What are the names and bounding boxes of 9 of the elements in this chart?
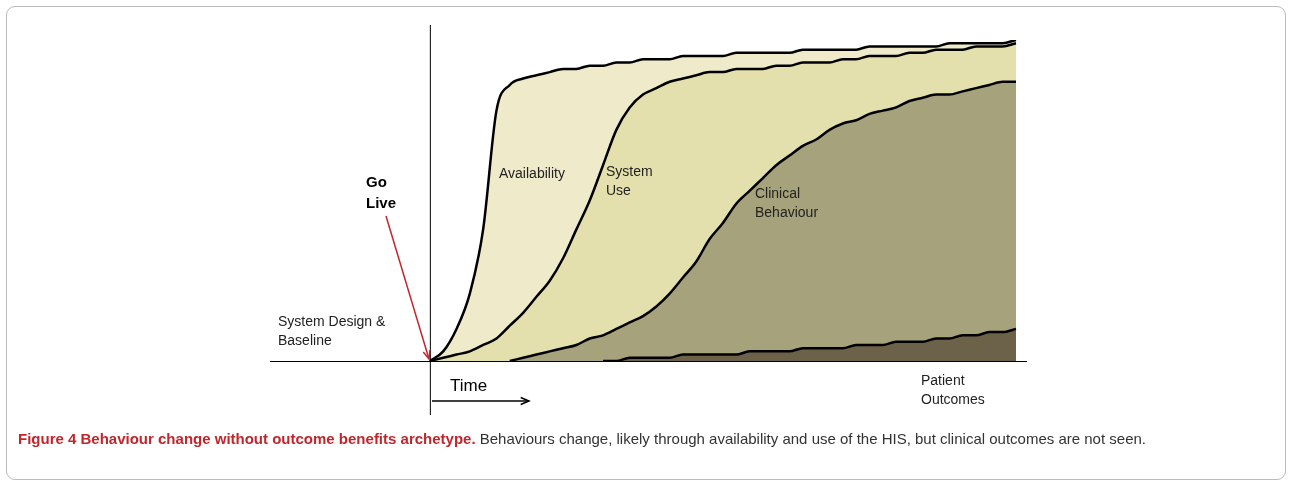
text: Behaviours change, likely through availability and use of the HIS, but clinical outcomes are not seen. [479,430,1146,447]
series-label: Patient Outcomes [921,371,986,409]
annotation: System Design & Baseline [278,312,387,350]
annotation: Go Live [366,172,397,213]
x-axis-title: Time [450,376,488,395]
series-label: Availability [499,164,565,183]
series-label: Clinical Behaviour [755,184,820,222]
series-label: System Use [606,162,654,200]
text: Figure 4 Behaviour change without outcome benefits archetype. [18,430,476,447]
